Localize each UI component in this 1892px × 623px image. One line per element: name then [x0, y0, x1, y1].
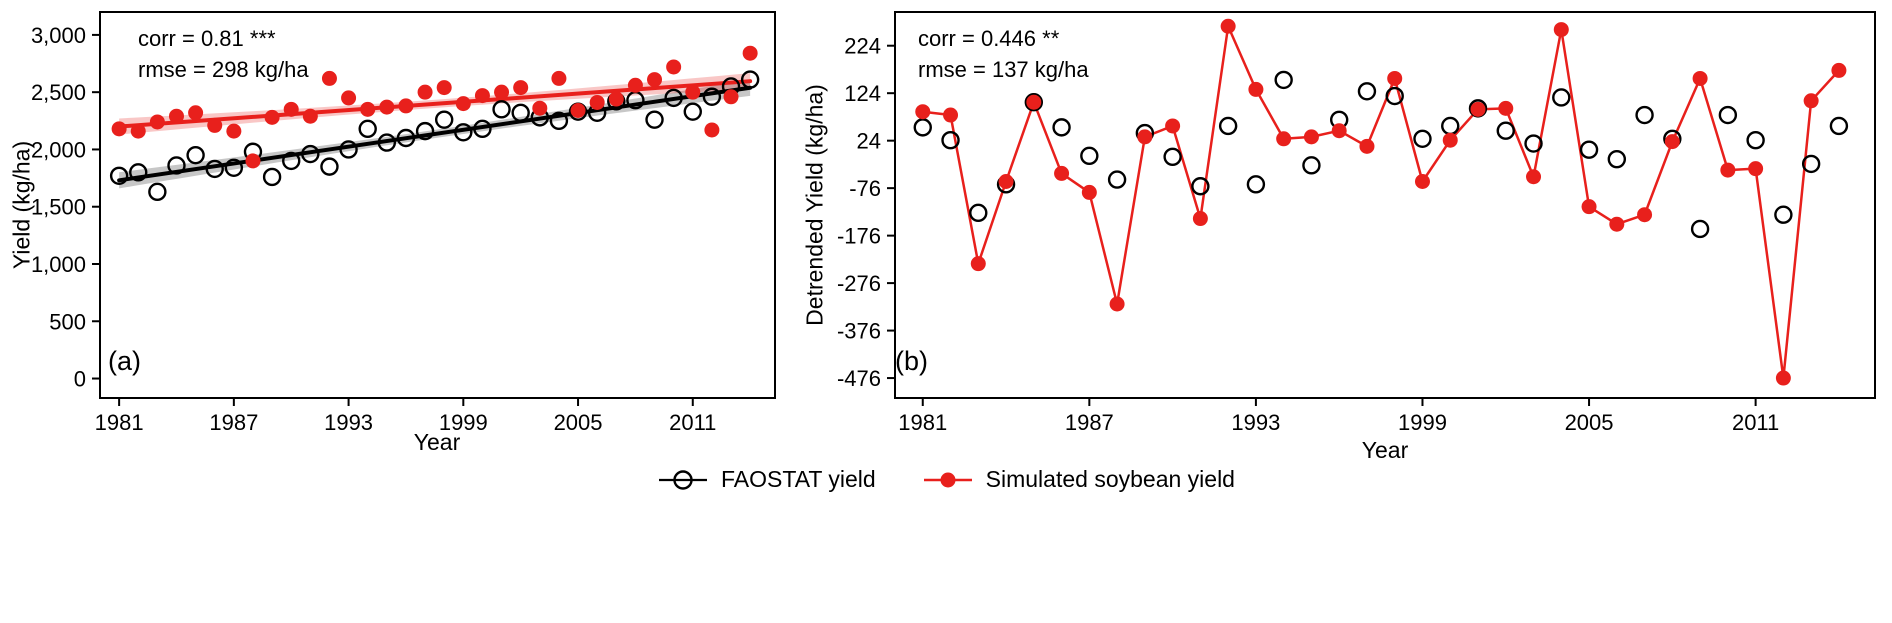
svg-text:1993: 1993 [324, 410, 373, 435]
svg-text:1,000: 1,000 [31, 252, 86, 277]
panel-a-stats-annotation: corr = 0.81 *** rmse = 298 kg/ha [138, 24, 309, 86]
svg-text:1,500: 1,500 [31, 195, 86, 220]
panel-b-plot: -476 -376 -276 -176 -76 24 124 224 1981 1987 1993 1… [837, 11, 1876, 435]
panel-a-x-axis-label: Year [413, 429, 461, 455]
svg-text:2,500: 2,500 [31, 80, 86, 105]
panel-a-rmse-text: rmse = 298 kg/ha [138, 56, 309, 82]
svg-text:2005: 2005 [554, 410, 603, 435]
panel-b-corr-text: corr = 0.446 ** [918, 26, 1060, 51]
svg-text:1981: 1981 [95, 410, 144, 435]
legend: FAOSTAT yield Simulated soybean yield [0, 466, 1892, 493]
panel-a-y-axis-label: Yield (kg/ha) [8, 140, 35, 270]
legend-item-faostat: FAOSTAT yield [657, 466, 876, 493]
svg-text:1993: 1993 [1231, 410, 1280, 435]
svg-text:-176: -176 [837, 224, 881, 249]
svg-text:224: 224 [844, 34, 881, 59]
svg-text:24: 24 [857, 129, 881, 154]
legend-item-simulated: Simulated soybean yield [922, 466, 1235, 493]
panel-b-rmse-text: rmse = 137 kg/ha [918, 56, 1089, 82]
panel-a-label: (a) [108, 346, 141, 376]
svg-text:3,000: 3,000 [31, 23, 86, 48]
panel-a-plot: 0 500 1,000 1,500 2,000 2,500 3,000 1981 1987 199… [31, 11, 776, 435]
legend-label-faostat: FAOSTAT yield [721, 466, 876, 492]
svg-text:124: 124 [844, 81, 881, 106]
svg-text:-376: -376 [837, 319, 881, 344]
svg-text:1987: 1987 [209, 410, 258, 435]
svg-text:-76: -76 [849, 176, 881, 201]
svg-text:2,000: 2,000 [31, 137, 86, 162]
panel-a-corr-text: corr = 0.81 *** [138, 26, 276, 51]
panel-b-stats-annotation: corr = 0.446 ** rmse = 137 kg/ha [918, 24, 1089, 86]
panel-a: 0 500 1,000 1,500 2,000 2,500 3,000 1981 1987 199… [0, 0, 800, 460]
panel-b-y-axis-label: Detrended Yield (kg/ha) [801, 84, 828, 326]
svg-text:0: 0 [74, 367, 86, 392]
svg-text:2011: 2011 [1732, 410, 1779, 435]
svg-text:500: 500 [49, 309, 86, 334]
panel-b: -476 -376 -276 -176 -76 24 124 224 1981 1987 1993 1… [800, 0, 1892, 460]
filled-circle-line-icon [923, 472, 972, 487]
panel-b-x-axis-label: Year [1361, 437, 1409, 460]
svg-text:2011: 2011 [669, 410, 716, 435]
svg-text:1999: 1999 [439, 410, 488, 435]
svg-text:1999: 1999 [1398, 410, 1447, 435]
panel-b-label: (b) [895, 346, 928, 376]
svg-text:2005: 2005 [1565, 410, 1614, 435]
svg-text:-276: -276 [837, 271, 881, 296]
svg-text:1981: 1981 [898, 410, 947, 435]
svg-text:1987: 1987 [1065, 410, 1114, 435]
svg-text:-476: -476 [837, 366, 881, 391]
legend-label-simulated: Simulated soybean yield [985, 466, 1235, 492]
open-circle-line-icon [659, 469, 707, 490]
